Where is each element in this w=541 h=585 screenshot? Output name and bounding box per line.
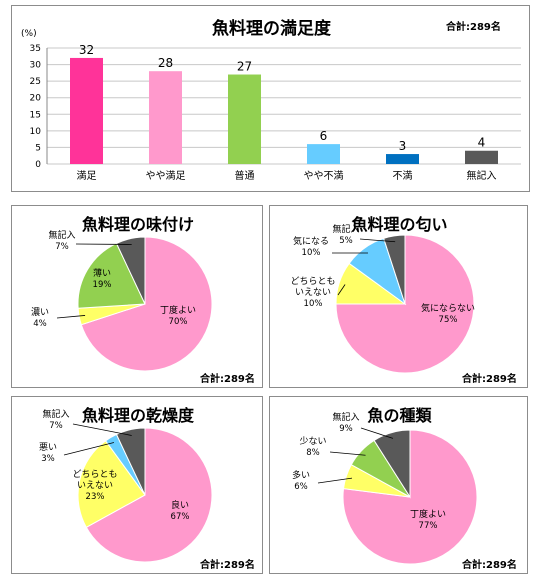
slice-label: 無記入 — [332, 223, 359, 235]
pie-slice — [373, 429, 411, 499]
pie-slice — [77, 440, 146, 528]
y-tick-label: 5 — [35, 143, 41, 153]
leader-line — [72, 423, 132, 436]
leader-line — [63, 442, 115, 456]
slice-percent-label: 7% — [55, 242, 69, 252]
bar — [386, 154, 419, 164]
y-tick-label: 25 — [30, 77, 41, 87]
leader-line — [56, 315, 86, 319]
slice-percent-label: 5% — [339, 236, 353, 246]
slice-label: 無記入 — [48, 229, 75, 241]
slice-percent-label: 9% — [339, 424, 353, 434]
chart-title: 魚の種類 — [367, 406, 432, 425]
slice-label: 良い — [171, 499, 189, 511]
y-tick-label: 10 — [30, 127, 42, 137]
seasoning-chart-panel: 魚料理の味付け 合計:289名 丁度よい 70% 濃い 4% 薄い 19% 無記入 7% — [11, 205, 263, 388]
x-tick-label: 不満 — [393, 170, 413, 182]
slice-percent-label: 70% — [169, 317, 188, 327]
x-tick-label: 普通 — [235, 169, 255, 182]
chart-total: 合計:289名 — [200, 560, 255, 571]
chart-title: 魚料理の満足度 — [212, 19, 331, 39]
bar-value-label: 27 — [237, 60, 252, 74]
slice-percent-label: 10% — [304, 299, 323, 309]
pie-slice — [77, 242, 146, 309]
slice-label: 濃い — [31, 306, 49, 318]
x-tick-label: やや満足 — [146, 170, 186, 182]
y-tick-label: 35 — [30, 44, 41, 54]
bar — [149, 71, 182, 164]
satisfaction-chart-panel: 魚料理の満足度 合計:289名 (%) 0 5 10 15 20 25 30 35 32 満足 28 や… — [11, 5, 530, 192]
leader-line — [317, 477, 353, 484]
y-tick-label: 30 — [30, 61, 42, 71]
pie-slice — [80, 236, 213, 372]
slice-percent-label: 19% — [93, 280, 112, 290]
x-tick-label: やや不満 — [304, 170, 344, 182]
slice-label: どちらとも — [290, 276, 335, 287]
pie-slice — [383, 234, 406, 305]
slice-label: 丁度よい — [160, 304, 196, 316]
slice-percent-label: 75% — [439, 315, 458, 325]
bar-value-label: 6 — [320, 129, 328, 143]
slice-label: 薄い — [93, 267, 111, 279]
bar-value-label: 3 — [399, 139, 407, 153]
slice-label: 多い — [292, 469, 310, 481]
dryness-chart-panel: 魚料理の乾燥度 合計:289名 良い 67% どちらとも いえない 23% 悪い 3% 無記入… — [11, 396, 263, 574]
slice-label: 無記入 — [332, 411, 359, 423]
slice-label: いえない — [77, 480, 113, 491]
bar-value-label: 28 — [158, 56, 173, 70]
slice-label: 気になる — [293, 235, 329, 247]
pie-slice — [335, 234, 475, 374]
chart-total: 合計:289名 — [462, 560, 517, 571]
bar — [307, 144, 340, 164]
y-tick-label: 0 — [35, 160, 41, 170]
smell-chart-panel: 魚料理の匂い 合計:289名 気にならない 75% どちらとも いえない 10% 気になる… — [269, 205, 528, 388]
pie-slice — [115, 427, 146, 496]
bar-value-label: 4 — [478, 136, 486, 150]
chart-title: 魚料理の匂い — [351, 215, 448, 234]
bar — [228, 74, 261, 164]
chart-total: 合計:289名 — [200, 374, 255, 385]
slice-label: どちらとも — [72, 469, 117, 480]
slice-label: 少ない — [299, 436, 326, 447]
bar — [70, 57, 103, 164]
bar — [465, 150, 498, 164]
slice-percent-label: 6% — [294, 482, 308, 492]
leader-line — [329, 451, 366, 456]
slice-label: いえない — [295, 287, 331, 298]
leader-line — [337, 284, 346, 296]
slice-label: 気にならない — [421, 302, 475, 314]
slice-percent-label: 7% — [49, 421, 63, 431]
pie-slice — [85, 427, 213, 563]
chart-title: 魚料理の味付け — [81, 215, 194, 234]
y-axis-label: (%) — [21, 29, 37, 39]
slice-percent-label: 3% — [41, 454, 55, 464]
y-tick-label: 20 — [30, 94, 42, 104]
slice-percent-label: 8% — [306, 448, 320, 458]
chart-title: 魚料理の乾燥度 — [81, 406, 194, 425]
pie-slice — [342, 429, 478, 565]
x-tick-label: 満足 — [77, 170, 97, 182]
slice-label: 悪い — [39, 442, 57, 453]
slice-percent-label: 23% — [86, 492, 105, 502]
leader-line — [359, 238, 396, 243]
x-tick-label: 無記入 — [467, 169, 497, 182]
pie-slice — [115, 236, 146, 305]
chart-total: 合計:289名 — [446, 22, 501, 33]
slice-percent-label: 4% — [33, 319, 47, 329]
variety-chart-panel: 魚の種類 合計:289名 丁度よい 77% 多い 6% 少ない 8% 無記入 9% — [269, 396, 528, 574]
slice-label: 丁度よい — [410, 508, 446, 520]
chart-total: 合計:289名 — [462, 374, 517, 385]
slice-label: 無記入 — [42, 408, 69, 420]
slice-percent-label: 77% — [419, 521, 438, 531]
bar-value-label: 32 — [79, 43, 94, 57]
leader-line — [360, 427, 394, 439]
bar-chart-svg: (%) 0 5 10 15 20 25 30 35 32 満足 28 やや満足 27 普通 6 やや不満 3 不満 4… — [21, 29, 521, 182]
slice-percent-label: 10% — [302, 248, 321, 258]
y-tick-label: 15 — [30, 110, 41, 120]
slice-percent-label: 67% — [171, 512, 190, 522]
